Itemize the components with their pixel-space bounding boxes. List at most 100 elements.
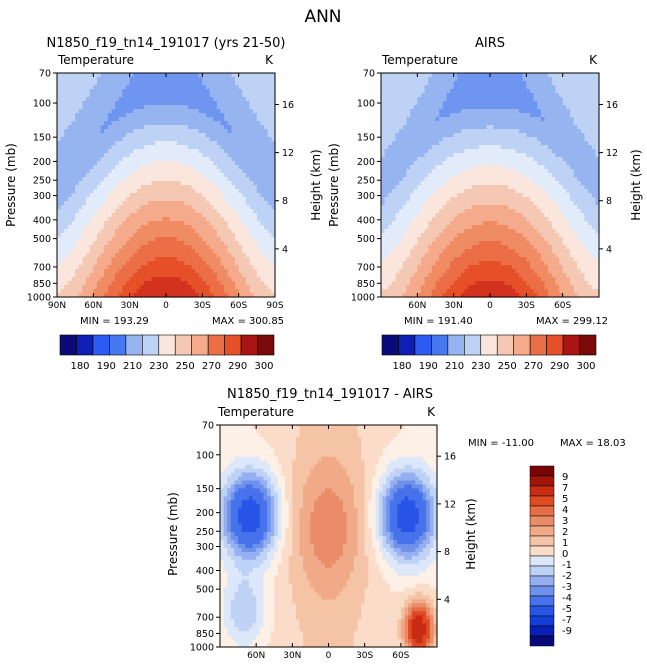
field-cell [468, 189, 473, 194]
field-cell [424, 185, 429, 190]
field-cell [64, 137, 69, 142]
field-cell [460, 277, 466, 282]
field-cell [57, 245, 62, 250]
field-cell [158, 77, 163, 82]
field-cell [453, 121, 458, 126]
field-cell [144, 113, 149, 118]
field-cell [424, 161, 429, 166]
field-cell [202, 197, 207, 202]
field-cell [93, 105, 98, 110]
field-cell [136, 237, 142, 242]
field-cell [64, 205, 69, 210]
field-cell [169, 169, 174, 174]
field-cell [460, 93, 466, 98]
field-cell [391, 193, 397, 198]
field-cell [126, 273, 131, 278]
field-cell [205, 193, 211, 198]
field-cell [126, 153, 131, 158]
field-cell [60, 201, 65, 206]
field-cell [420, 101, 426, 106]
field-cell [162, 121, 167, 126]
field-cell [169, 261, 174, 266]
field-cell [410, 73, 415, 78]
field-cell [115, 293, 120, 298]
field-cell [253, 145, 258, 150]
field-cell [388, 125, 393, 130]
field-cell [260, 289, 265, 294]
field-cell [100, 145, 105, 150]
field-cell [424, 245, 429, 250]
field-cell [410, 241, 415, 246]
field-cell [417, 169, 422, 174]
field-cell [86, 105, 91, 110]
field-cell [166, 205, 171, 210]
field-cell [75, 237, 80, 242]
field-cell [133, 237, 138, 242]
field-cell [89, 77, 94, 82]
field-cell [89, 121, 94, 126]
field-cell [169, 189, 174, 194]
field-cell [446, 153, 451, 158]
field-cell [224, 85, 229, 90]
field-cell [89, 181, 94, 186]
field-cell [147, 261, 153, 266]
field-cell [267, 77, 272, 82]
field-cell [82, 81, 87, 86]
field-cell [129, 85, 134, 90]
field-cell [67, 109, 73, 114]
field-cell [245, 253, 251, 258]
field-cell [450, 225, 455, 230]
field-cell [147, 285, 153, 290]
field-cell [435, 277, 440, 282]
field-cell [245, 101, 251, 106]
field-cell [133, 217, 138, 222]
field-cell [205, 289, 211, 294]
field-cell [140, 257, 145, 262]
field-cell [450, 253, 455, 258]
field-cell [187, 285, 193, 290]
field-cell [93, 273, 98, 278]
field-cell [245, 73, 251, 78]
field-cell [235, 185, 240, 190]
field-cell [391, 133, 397, 138]
field-cell [227, 285, 232, 290]
field-cell [439, 245, 444, 250]
field-cell [155, 169, 160, 174]
field-cell [464, 189, 469, 194]
field-cell [224, 249, 229, 254]
field-cell [158, 117, 163, 122]
field-cell [267, 269, 272, 274]
field-cell [64, 281, 69, 286]
field-cell [187, 85, 193, 90]
field-cell [413, 261, 418, 266]
field-cell [406, 285, 411, 290]
field-cell [122, 217, 127, 222]
field-cell [381, 245, 386, 250]
field-cell [453, 177, 458, 182]
field-cell [86, 269, 91, 274]
field-cell [242, 109, 247, 114]
field-cell [395, 189, 400, 194]
field-cell [216, 113, 222, 118]
field-cell [450, 105, 455, 110]
field-cell [238, 117, 243, 122]
field-cell [60, 85, 65, 90]
field-cell [399, 129, 404, 134]
field-cell [166, 189, 171, 194]
field-cell [381, 109, 386, 114]
field-cell [111, 81, 116, 86]
field-cell [144, 193, 149, 198]
field-cell [238, 181, 243, 186]
field-cell [93, 289, 98, 294]
field-cell [460, 213, 466, 218]
field-cell [227, 85, 232, 90]
field-cell [198, 241, 203, 246]
field-cell [417, 293, 422, 298]
field-cell [173, 253, 178, 258]
field-cell [381, 289, 386, 294]
field-cell [151, 293, 156, 298]
field-cell [417, 81, 422, 86]
field-cell [118, 285, 123, 290]
colorbar-label: 230 [149, 361, 168, 372]
field-cell [420, 273, 426, 278]
